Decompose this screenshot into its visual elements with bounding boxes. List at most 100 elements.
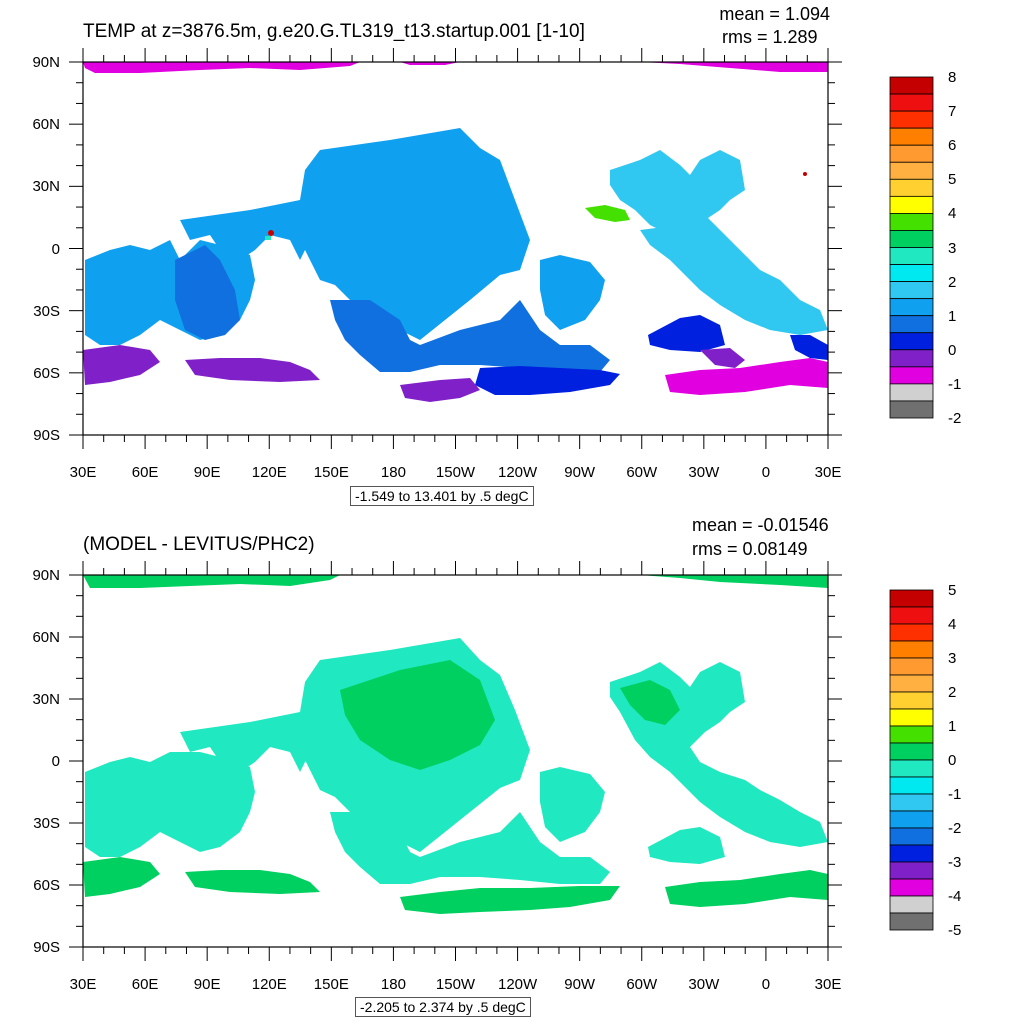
region-south-atlantic xyxy=(540,255,605,330)
lat-label: 30S xyxy=(33,815,60,832)
colorbar-swatch xyxy=(889,878,934,897)
colorbar-label: 5 xyxy=(948,171,957,189)
lon-label: 90E xyxy=(193,464,221,481)
region-red-dot xyxy=(268,230,274,236)
lon-label: 30W xyxy=(688,464,720,481)
colorbar-swatch xyxy=(889,247,934,265)
colorbar-swatch xyxy=(889,742,934,761)
lon-label: 150W xyxy=(435,976,476,993)
colorbar-label: 6 xyxy=(948,137,957,155)
colorbar-swatch xyxy=(889,366,934,385)
colorbar-label: 4 xyxy=(948,205,957,223)
colorbar-swatch xyxy=(889,281,934,300)
tick-marks-top xyxy=(69,48,842,449)
colorbar-swatch xyxy=(889,844,934,863)
colorbar-swatch xyxy=(889,127,934,146)
region-east-atlantic-deep xyxy=(790,335,828,360)
colorbar-label: -2 xyxy=(948,820,962,837)
region-pacific-diff-green xyxy=(340,660,495,770)
region-arctic-bottom-east xyxy=(640,575,828,588)
colorbar-label: 4 xyxy=(948,616,957,633)
lat-label: 60N xyxy=(32,629,60,646)
colorbar-swatch xyxy=(889,230,934,248)
lon-label: 60W xyxy=(626,464,658,481)
colorbar-label: -4 xyxy=(948,888,962,905)
colorbar-label: 7 xyxy=(948,103,957,121)
colorbar-swatch xyxy=(889,793,934,812)
colorbar-swatch xyxy=(889,606,934,625)
lat-label: 90S xyxy=(33,427,60,444)
colorbar-swatch xyxy=(889,895,934,914)
lon-label: 0 xyxy=(761,464,771,481)
colorbar-label: -3 xyxy=(948,854,962,871)
colorbar-label: 2 xyxy=(948,273,957,291)
region-south-atlantic-e xyxy=(640,210,828,335)
lon-label: 120W xyxy=(497,976,538,993)
region-southern-green-4 xyxy=(665,870,828,907)
lat-label: 30N xyxy=(32,178,60,196)
region-south-pacific xyxy=(330,300,610,372)
colorbar-swatch xyxy=(889,93,934,112)
region-southern-green-1 xyxy=(83,857,160,897)
region-pacific-west xyxy=(180,200,310,260)
panel-1-rms: rms = 1.289 xyxy=(722,27,818,47)
region-southern-purple-3 xyxy=(400,378,480,402)
lon-label: 120E xyxy=(251,976,287,993)
region-weddell-diff xyxy=(648,827,725,864)
colorbar-label: 3 xyxy=(948,650,957,667)
colorbar-swatch xyxy=(889,212,934,231)
region-indian-diff xyxy=(85,752,255,857)
colorbar-swatch xyxy=(889,640,934,659)
lat-label: 60N xyxy=(32,116,60,134)
lon-label: 180 xyxy=(380,976,406,993)
region-arctic-bottom xyxy=(83,575,340,588)
colorbar-label: 0 xyxy=(948,341,957,359)
lon-label: 60W xyxy=(626,976,658,993)
panel-2-range-label: -2.205 to 2.374 by .5 degC xyxy=(355,997,531,1017)
lon-label: 30E xyxy=(814,464,842,481)
region-indian-deep xyxy=(175,245,240,340)
lon-label: 120W xyxy=(497,464,538,481)
lon-label: 30E xyxy=(69,976,97,993)
lon-label: 30E xyxy=(69,464,97,481)
colorbar-swatch xyxy=(889,161,934,180)
colorbar-swatch xyxy=(889,776,934,795)
lon-label: 30E xyxy=(814,976,842,993)
colorbar-swatch xyxy=(889,912,934,931)
lat-label: 30S xyxy=(33,302,60,320)
lon-label: 150W xyxy=(435,464,476,481)
region-pacific xyxy=(290,128,530,340)
colorbar-swatch xyxy=(889,623,934,642)
region-north-atlantic-west xyxy=(620,168,660,205)
lon-label: 90E xyxy=(193,976,221,993)
region-southern-green-3 xyxy=(400,886,620,914)
colorbar-swatch xyxy=(889,264,934,282)
colorbar-swatch xyxy=(889,674,934,693)
region-southern-purple-4 xyxy=(700,348,745,368)
lat-label: 0 xyxy=(51,240,60,258)
lon-label: 0 xyxy=(761,976,771,993)
lon-label: 90W xyxy=(564,464,596,481)
region-southern-ocean-deep xyxy=(475,366,620,395)
region-red-dot-e xyxy=(803,172,807,176)
panel-1-range-label: -1.549 to 13.401 by .5 degC xyxy=(350,486,534,506)
colorbar-swatch xyxy=(889,332,934,351)
colorbar-top xyxy=(889,76,934,419)
lat-label: 90N xyxy=(32,567,60,584)
lon-label: 150E xyxy=(313,976,349,993)
region-arctic-top xyxy=(83,62,360,73)
lon-label: 150E xyxy=(313,464,349,481)
panel-2-title: (MODEL - LEVITUS/PHC2) xyxy=(83,534,315,555)
panel-1-mean: mean = 1.094 xyxy=(719,4,830,24)
panel-temperature xyxy=(69,48,842,449)
region-weddell xyxy=(648,315,725,352)
tick-marks-bottom xyxy=(69,561,842,961)
colorbar-swatch xyxy=(889,861,934,880)
colorbar-swatch xyxy=(889,178,934,197)
colorbar-swatch xyxy=(889,589,934,608)
lon-label: 60E xyxy=(131,976,159,993)
colorbar-swatch xyxy=(889,657,934,676)
region-green-patch xyxy=(585,205,630,222)
colorbar-swatch xyxy=(889,810,934,829)
